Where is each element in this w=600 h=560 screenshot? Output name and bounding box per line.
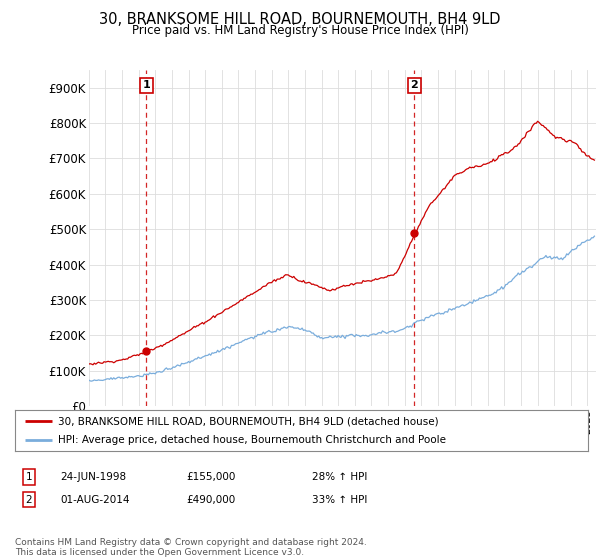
Text: £155,000: £155,000: [186, 472, 235, 482]
Text: £490,000: £490,000: [186, 494, 235, 505]
Text: 1: 1: [25, 472, 32, 482]
Text: 24-JUN-1998: 24-JUN-1998: [60, 472, 126, 482]
Text: Price paid vs. HM Land Registry's House Price Index (HPI): Price paid vs. HM Land Registry's House …: [131, 24, 469, 36]
Text: 28% ↑ HPI: 28% ↑ HPI: [312, 472, 367, 482]
Text: 01-AUG-2014: 01-AUG-2014: [60, 494, 130, 505]
Text: Contains HM Land Registry data © Crown copyright and database right 2024.
This d: Contains HM Land Registry data © Crown c…: [15, 538, 367, 557]
Text: 1: 1: [143, 80, 151, 90]
Text: 33% ↑ HPI: 33% ↑ HPI: [312, 494, 367, 505]
Text: 2: 2: [410, 80, 418, 90]
Text: 30, BRANKSOME HILL ROAD, BOURNEMOUTH, BH4 9LD (detached house): 30, BRANKSOME HILL ROAD, BOURNEMOUTH, BH…: [58, 417, 439, 426]
Text: 30, BRANKSOME HILL ROAD, BOURNEMOUTH, BH4 9LD: 30, BRANKSOME HILL ROAD, BOURNEMOUTH, BH…: [99, 12, 501, 27]
Text: HPI: Average price, detached house, Bournemouth Christchurch and Poole: HPI: Average price, detached house, Bour…: [58, 435, 446, 445]
Text: 2: 2: [25, 494, 32, 505]
